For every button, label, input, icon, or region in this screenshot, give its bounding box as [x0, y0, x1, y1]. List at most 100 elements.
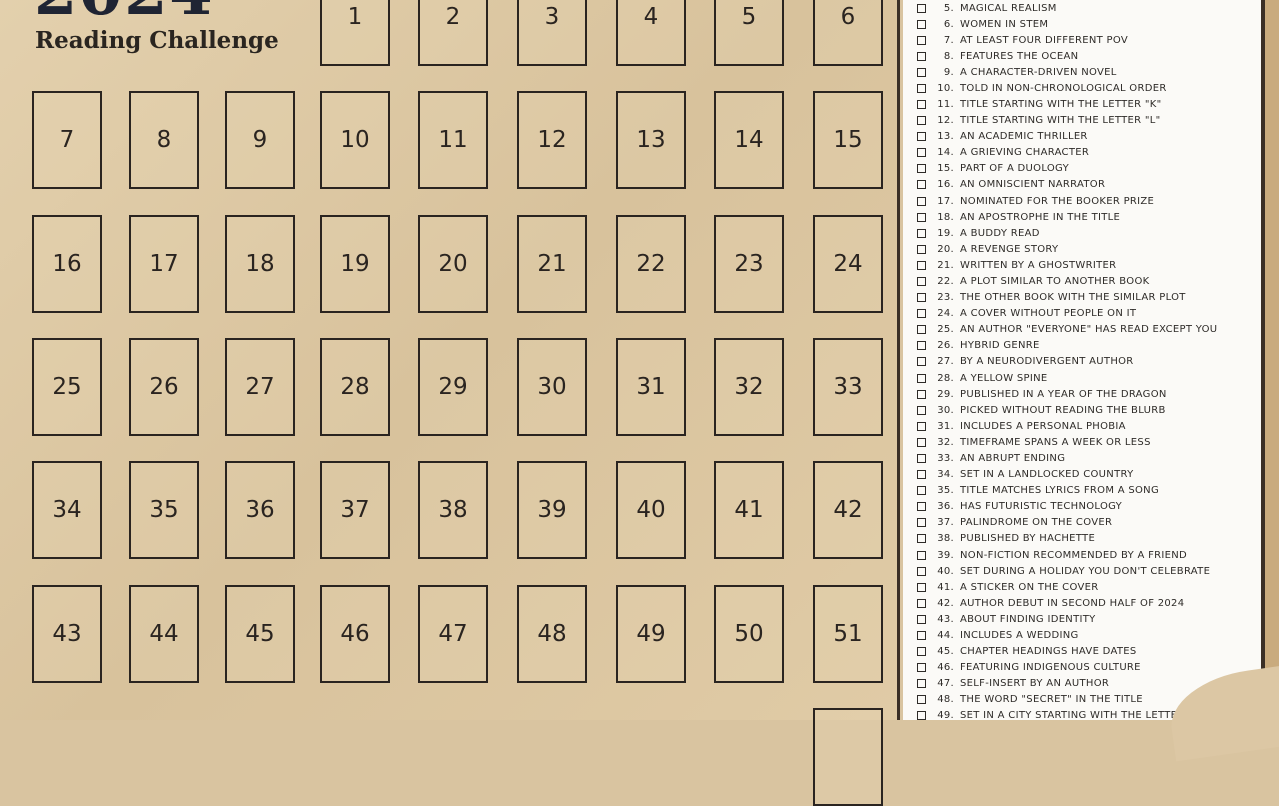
checkbox[interactable] [917, 663, 926, 673]
book-box[interactable]: 42 [813, 461, 883, 560]
book-box[interactable]: 23 [714, 214, 784, 313]
book-box[interactable]: 6 [813, 0, 883, 66]
book-box[interactable]: 26 [129, 337, 199, 436]
checkbox[interactable] [917, 486, 926, 496]
book-box[interactable]: 27 [225, 337, 295, 436]
book-box[interactable]: 11 [418, 91, 488, 190]
checkbox[interactable] [917, 51, 926, 61]
book-box[interactable]: 10 [320, 91, 390, 190]
book-box[interactable]: 49 [616, 584, 686, 683]
checkbox[interactable] [917, 35, 926, 45]
book-box[interactable]: 15 [813, 91, 883, 190]
checkbox[interactable] [917, 550, 926, 560]
checkbox[interactable] [917, 277, 926, 287]
checkbox[interactable] [917, 341, 926, 351]
checkbox[interactable] [917, 502, 926, 512]
checkbox[interactable] [917, 534, 926, 544]
checkbox[interactable] [917, 212, 926, 222]
checkbox[interactable] [917, 19, 926, 29]
checkbox[interactable] [917, 405, 926, 415]
checkbox[interactable] [917, 711, 926, 720]
item-number: 10. [937, 82, 954, 94]
book-box[interactable]: 39 [517, 461, 587, 560]
book-box[interactable]: 44 [129, 584, 199, 683]
checkbox[interactable] [917, 566, 926, 576]
book-box[interactable]: 14 [714, 91, 784, 190]
book-box[interactable]: 33 [813, 337, 883, 436]
book-box[interactable]: 21 [517, 214, 587, 313]
checkbox[interactable] [917, 695, 926, 705]
book-box[interactable]: 38 [418, 461, 488, 560]
book-box[interactable]: 13 [616, 91, 686, 190]
book-box[interactable]: 8 [129, 91, 199, 190]
book-box[interactable]: 25 [32, 337, 102, 436]
checkbox[interactable] [917, 100, 926, 110]
book-box[interactable]: 50 [714, 584, 784, 683]
book-box[interactable]: 12 [517, 91, 587, 190]
checkbox[interactable] [917, 244, 926, 254]
book-box[interactable]: 9 [225, 91, 295, 190]
checkbox[interactable] [917, 180, 926, 190]
checkbox[interactable] [917, 309, 926, 319]
checkbox[interactable] [917, 357, 926, 367]
book-box[interactable]: 1 [320, 0, 390, 66]
checkbox[interactable] [917, 679, 926, 689]
checkbox[interactable] [917, 598, 926, 608]
book-box[interactable]: 43 [32, 584, 102, 683]
book-box[interactable]: 19 [320, 214, 390, 313]
book-box[interactable]: 45 [225, 584, 295, 683]
checkbox[interactable] [917, 83, 926, 93]
book-box[interactable] [813, 707, 883, 806]
checkbox[interactable] [917, 116, 926, 126]
checkbox[interactable] [917, 260, 926, 270]
checkbox[interactable] [917, 647, 926, 657]
book-box[interactable]: 28 [320, 337, 390, 436]
book-box[interactable]: 37 [320, 461, 390, 560]
checkbox[interactable] [917, 389, 926, 399]
book-box[interactable]: 46 [320, 584, 390, 683]
book-box[interactable]: 36 [225, 461, 295, 560]
book-box[interactable]: 2 [418, 0, 488, 66]
book-box[interactable]: 29 [418, 337, 488, 436]
book-box[interactable]: 24 [813, 214, 883, 313]
book-box[interactable]: 18 [225, 214, 295, 313]
checkbox[interactable] [917, 196, 926, 206]
book-box[interactable]: 17 [129, 214, 199, 313]
checkbox[interactable] [917, 293, 926, 303]
book-box[interactable]: 5 [714, 0, 784, 66]
checkbox[interactable] [917, 148, 926, 158]
checkbox[interactable] [917, 373, 926, 383]
book-box[interactable]: 32 [714, 337, 784, 436]
checkbox[interactable] [917, 631, 926, 640]
book-box[interactable]: 3 [517, 0, 587, 66]
book-box[interactable]: 31 [616, 337, 686, 436]
checkbox[interactable] [917, 164, 926, 174]
checkbox[interactable] [917, 325, 926, 335]
book-box[interactable]: 30 [517, 337, 587, 436]
checkbox[interactable] [917, 614, 926, 624]
checkbox[interactable] [917, 454, 926, 464]
checkbox[interactable] [917, 437, 926, 447]
book-box[interactable]: 41 [714, 461, 784, 560]
checkbox[interactable] [917, 228, 926, 238]
book-box[interactable]: 48 [517, 584, 587, 683]
checkbox[interactable] [917, 132, 926, 142]
checkbox[interactable] [917, 582, 926, 592]
book-box[interactable]: 22 [616, 214, 686, 313]
book-box[interactable]: 20 [418, 214, 488, 313]
book-box[interactable]: 7 [32, 91, 102, 190]
list-item: 37. PALINDROME ON THE COVER [917, 515, 1112, 531]
checkbox[interactable] [917, 67, 926, 77]
checkbox[interactable] [917, 3, 926, 13]
book-box[interactable]: 16 [32, 214, 102, 313]
checkbox[interactable] [917, 518, 926, 528]
book-box[interactable]: 40 [616, 461, 686, 560]
checkbox[interactable] [917, 421, 926, 431]
book-box[interactable]: 35 [129, 461, 199, 560]
book-box[interactable]: 47 [418, 584, 488, 683]
item-number: 12. [937, 115, 954, 127]
book-box[interactable]: 4 [616, 0, 686, 66]
book-box[interactable]: 34 [32, 461, 102, 560]
checkbox[interactable] [917, 470, 926, 480]
book-box[interactable]: 51 [813, 584, 883, 683]
